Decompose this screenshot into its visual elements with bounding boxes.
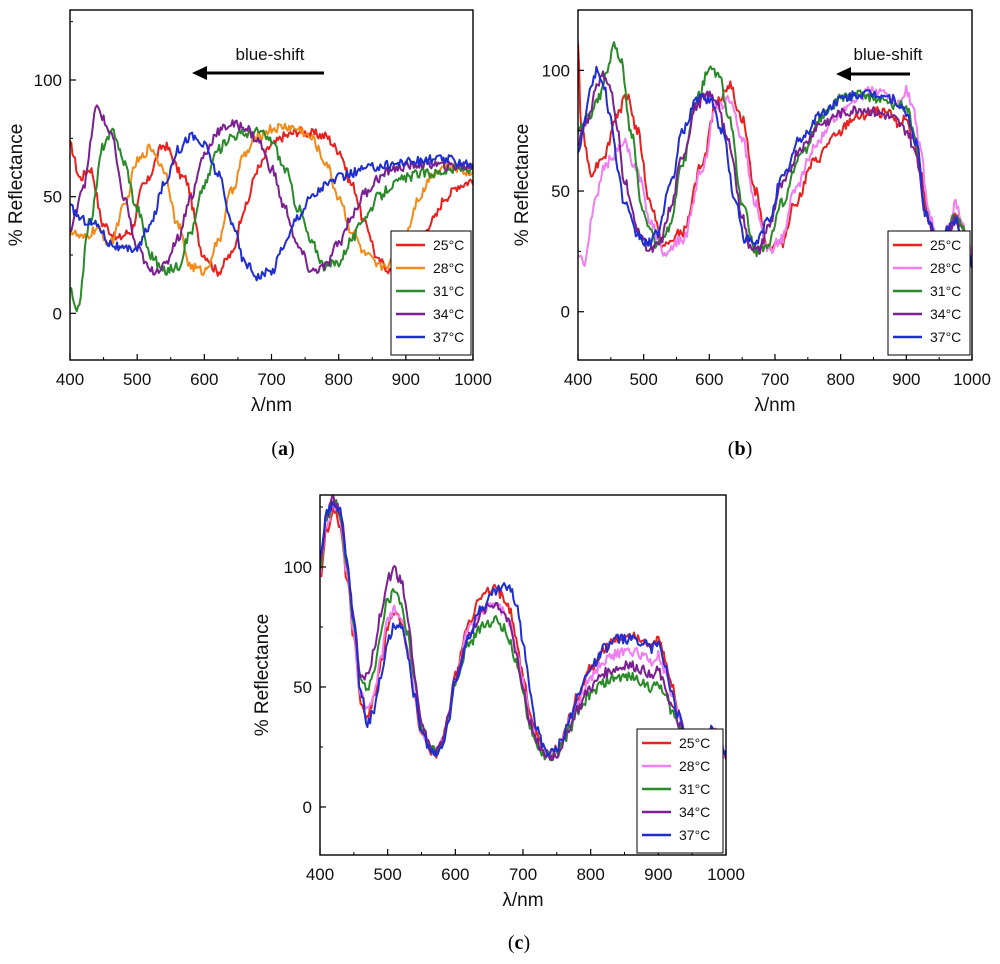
legend-label-37C: 37°C <box>433 329 464 345</box>
x-tick-label: 400 <box>56 370 84 389</box>
legend-label-34C: 34°C <box>679 804 710 820</box>
legend-label-31C: 31°C <box>930 283 961 299</box>
x-tick-label: 400 <box>564 370 592 389</box>
legend: 25°C 28°C 31°C 34°C 37°C <box>390 230 472 356</box>
series-line-37C <box>578 65 972 268</box>
x-tick-label: 700 <box>257 370 285 389</box>
x-axis-label: λ/nm <box>754 395 795 416</box>
panel-caption-b: (b) <box>728 438 752 460</box>
x-tick-label: 800 <box>576 865 604 884</box>
legend-box <box>390 230 472 356</box>
legend-label-34C: 34°C <box>433 306 464 322</box>
x-tick-label: 600 <box>441 865 469 884</box>
x-tick-label: 1000 <box>454 370 492 389</box>
x-tick-label: 600 <box>695 370 723 389</box>
y-tick-label: 50 <box>551 182 570 201</box>
blue-shift-annotation: blue-shift <box>854 45 923 64</box>
x-tick-label: 800 <box>324 370 352 389</box>
y-tick-label: 100 <box>284 558 312 577</box>
x-tick-label: 900 <box>644 865 672 884</box>
panel-caption-a: (a) <box>271 438 294 460</box>
series-line-28C <box>578 84 972 267</box>
x-tick-label: 900 <box>392 370 420 389</box>
series-line-31C <box>320 499 726 762</box>
legend-label-28C: 28°C <box>930 260 961 276</box>
y-tick-label: 0 <box>53 304 62 323</box>
x-tick-label: 1000 <box>953 370 991 389</box>
y-tick-label: 0 <box>561 303 570 322</box>
x-tick-label: 700 <box>509 865 537 884</box>
legend-box <box>636 728 724 854</box>
y-axis-label: % Reflectance <box>252 614 273 737</box>
legend-label-37C: 37°C <box>930 329 961 345</box>
x-tick-label: 400 <box>306 865 334 884</box>
x-tick-label: 500 <box>123 370 151 389</box>
x-tick-label: 700 <box>761 370 789 389</box>
legend-label-34C: 34°C <box>930 306 961 322</box>
x-tick-label: 600 <box>190 370 218 389</box>
panel-b-chart: 400 500 600 700 800 900 1000 0 50 100 λ/nm % Reflec… <box>512 9 991 460</box>
y-axis-label: % Reflectance <box>6 124 27 247</box>
y-axis-label: % Reflectance <box>512 124 533 247</box>
x-axis-label: λ/nm <box>502 890 543 911</box>
legend-label-31C: 31°C <box>679 781 710 797</box>
series-line-31C <box>578 41 972 269</box>
series-line-37C <box>320 501 726 757</box>
legend: 25°C 28°C 31°C 34°C 37°C <box>636 728 724 854</box>
x-tick-label: 500 <box>373 865 401 884</box>
legend: 25°C 28°C 31°C 34°C 37°C <box>887 230 971 356</box>
legend-label-25C: 25°C <box>930 237 961 253</box>
blue-shift-arrow-icon <box>192 66 207 80</box>
y-tick-label: 50 <box>293 678 312 697</box>
y-tick-label: 100 <box>542 61 570 80</box>
panel-caption-c: (c) <box>508 932 530 954</box>
y-tick-label: 50 <box>43 188 62 207</box>
y-tick-label: 100 <box>34 71 62 90</box>
legend-label-25C: 25°C <box>679 735 710 751</box>
y-tick-label: 0 <box>303 798 312 817</box>
x-tick-label: 900 <box>892 370 920 389</box>
legend-label-25C: 25°C <box>433 237 464 253</box>
panel-a-chart: 400 500 600 700 800 900 1000 0 50 100 λ/nm % Reflec… <box>6 9 492 460</box>
series-line-28C <box>320 499 726 759</box>
legend-label-37C: 37°C <box>679 827 710 843</box>
x-axis-label: λ/nm <box>251 395 292 416</box>
x-tick-label: 1000 <box>707 865 745 884</box>
series-line-37C <box>70 131 473 282</box>
legend-label-28C: 28°C <box>679 758 710 774</box>
x-tick-label: 800 <box>826 370 854 389</box>
blue-shift-annotation: blue-shift <box>236 45 305 64</box>
legend-box <box>887 230 971 356</box>
series-line-34C <box>320 495 726 762</box>
legend-label-28C: 28°C <box>433 260 464 276</box>
x-tick-label: 500 <box>629 370 657 389</box>
legend-label-31C: 31°C <box>433 283 464 299</box>
blue-shift-arrow-icon <box>836 67 851 81</box>
panel-c-chart: 400 500 600 700 800 900 1000 0 50 100 λ/nm % Reflec… <box>252 494 745 954</box>
series-line-31C <box>70 126 473 313</box>
